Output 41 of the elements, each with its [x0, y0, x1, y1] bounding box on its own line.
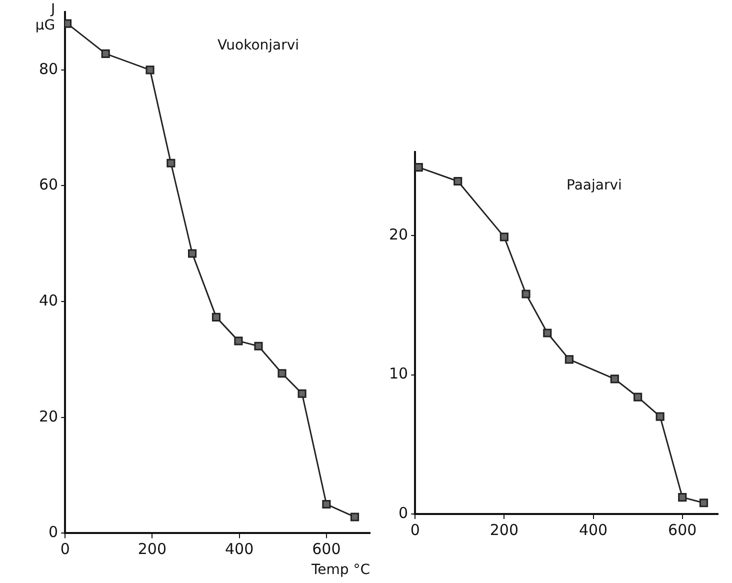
- point: [278, 369, 286, 378]
- x-tick-label: 600: [668, 520, 697, 539]
- x-tick-label: 200: [490, 520, 518, 539]
- point: [454, 176, 462, 186]
- y-tick-label: 80: [38, 60, 58, 78]
- point: [298, 389, 306, 398]
- x-axis-title: Temp °C: [310, 562, 370, 578]
- x-tick-label: 400: [225, 540, 254, 558]
- x-tick-label: 200: [138, 540, 167, 558]
- point: [101, 49, 110, 58]
- point: [234, 336, 243, 346]
- point: [699, 498, 708, 508]
- point: [500, 232, 508, 242]
- text: Vuokonjarvi: [218, 38, 300, 54]
- y-tick-label: 20: [388, 225, 408, 244]
- point: [543, 328, 552, 338]
- text: Paajarvi: [566, 178, 622, 194]
- point: [564, 355, 574, 364]
- point: [146, 66, 154, 74]
- point: [350, 512, 360, 522]
- x-tick-label: 0: [410, 520, 420, 539]
- x-tick-label: 0: [60, 540, 70, 558]
- y-tick-label: 20: [38, 407, 58, 426]
- x-tick-label: 600: [312, 540, 341, 558]
- y-tick-label: 40: [38, 291, 58, 310]
- y-tick-label: 10: [388, 364, 408, 383]
- point: [166, 158, 176, 168]
- point: [656, 412, 664, 421]
- y-axis-title: J μG: [35, 2, 56, 34]
- point: [522, 290, 530, 298]
- point: [610, 374, 619, 384]
- y-tick-label: 0: [398, 504, 408, 522]
- y-tick-label: 60: [38, 176, 58, 194]
- point: [322, 500, 331, 509]
- point: [678, 493, 687, 502]
- point: [415, 163, 423, 172]
- point: [188, 249, 197, 258]
- point: [634, 392, 642, 402]
- x-tick-label: 400: [578, 520, 608, 539]
- point: [254, 342, 263, 350]
- point: [212, 312, 221, 322]
